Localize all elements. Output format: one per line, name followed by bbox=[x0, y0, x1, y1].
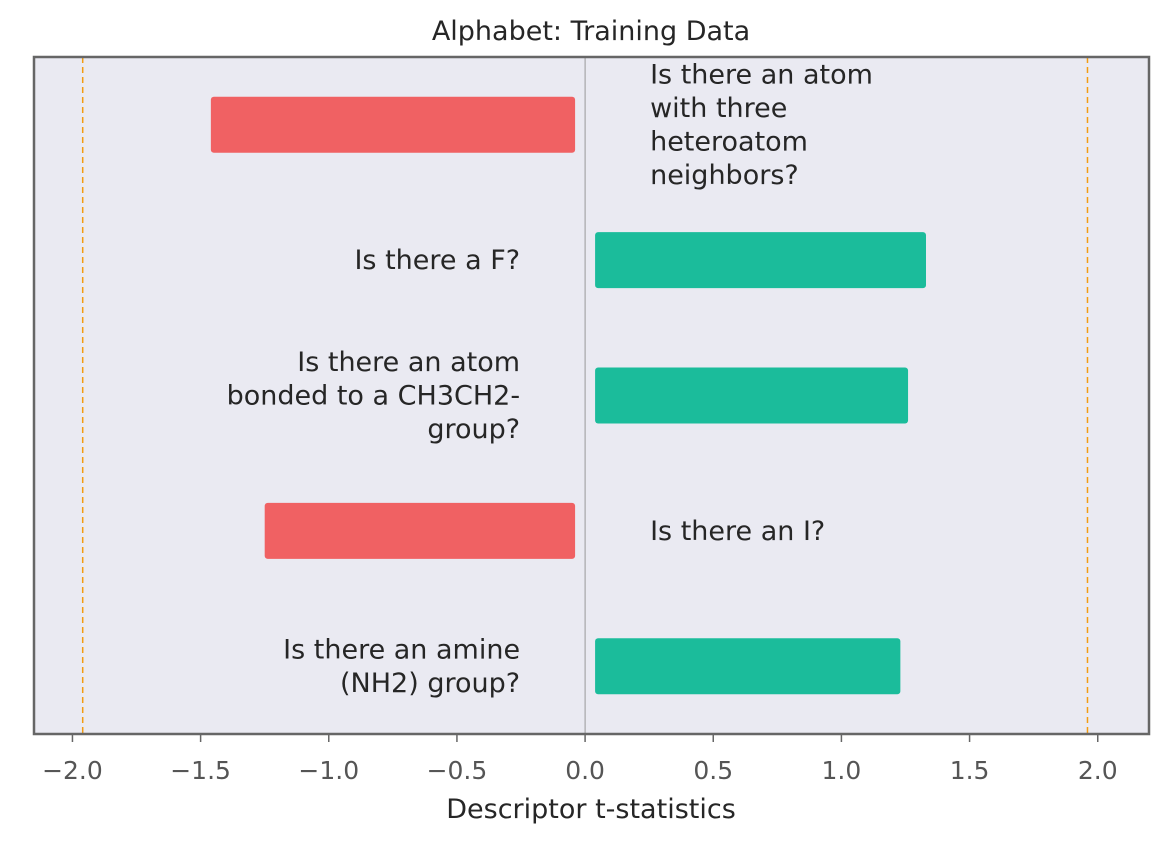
bar-4 bbox=[264, 502, 576, 559]
x-axis: −2.0 −1.5 −1.0 −0.5 0.0 0.5 1.0 1.5 2.0 bbox=[42, 734, 1118, 785]
chart-title: Alphabet: Training Data bbox=[432, 16, 750, 47]
chart-marks: Is there an atom with three heteroatom neig… bbox=[81, 57, 1089, 734]
x-tick-label-3: −1.0 bbox=[298, 756, 359, 785]
x-tick-label-6: 0.5 bbox=[693, 756, 733, 785]
x-tick-label-7: 1.0 bbox=[822, 756, 862, 785]
x-tick-label-2: −1.5 bbox=[170, 756, 231, 785]
bar-label-2: Is there a F? bbox=[354, 245, 520, 276]
bar-5 bbox=[595, 638, 901, 695]
bar-label-1: Is there an atom with three heteroatom neig… bbox=[650, 59, 873, 191]
bar-label-3: Is there an atom bonded to a CH3CH2-group… bbox=[227, 347, 520, 445]
x-tick-label-1: −2.0 bbox=[42, 756, 103, 785]
plot-area bbox=[34, 57, 1149, 734]
bar-1 bbox=[210, 96, 576, 153]
x-tick-label-9: 2.0 bbox=[1078, 756, 1118, 785]
plot-frame bbox=[32, 55, 1151, 736]
bar-3 bbox=[595, 367, 909, 424]
x-axis-label: Descriptor t-statistics bbox=[446, 794, 736, 825]
bar-2 bbox=[595, 232, 926, 289]
x-tick-label-5: 0.0 bbox=[565, 756, 605, 785]
bar-label-4: Is there an I? bbox=[650, 516, 825, 547]
x-tick-label-4: −0.5 bbox=[427, 756, 488, 785]
x-tick-label-8: 1.5 bbox=[950, 756, 990, 785]
bar-label-5: Is there an amine (NH2) group? bbox=[283, 635, 520, 700]
